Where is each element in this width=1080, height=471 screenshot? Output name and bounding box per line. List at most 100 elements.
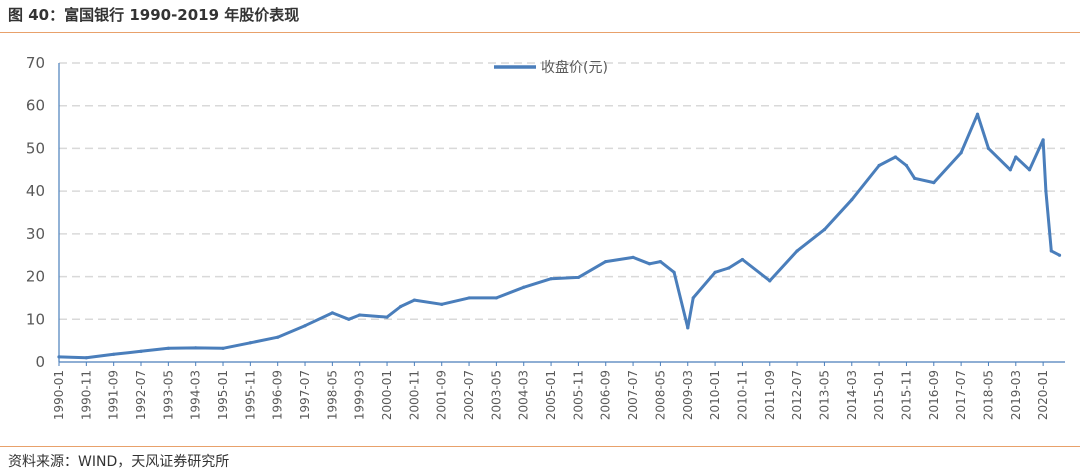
x-tick-label: 1997-07: [298, 370, 312, 420]
chart-title: 图 40：富国银行 1990-2019 年股价表现: [8, 6, 300, 24]
data-point: [576, 275, 581, 280]
y-tick-label: 0: [35, 353, 45, 371]
y-tick-label: 60: [26, 97, 45, 115]
x-tick-label: 2006-09: [599, 370, 613, 420]
y-tick-label: 30: [26, 225, 45, 243]
x-tick-label: 1995-01: [216, 370, 230, 420]
x-tick-label: 2001-09: [435, 370, 449, 420]
data-point: [713, 270, 717, 274]
x-tick-label: 2018-05: [981, 370, 995, 420]
source-note: 资料来源：WIND，天风证券研究所: [8, 454, 230, 470]
data-point: [330, 311, 334, 315]
data-point: [658, 260, 663, 264]
x-tick-label: 2008-05: [653, 370, 667, 420]
x-tick-label: 1990-01: [52, 370, 66, 420]
x-tick-label: 2002-07: [462, 370, 476, 420]
data-point: [1027, 168, 1032, 172]
x-tick-label: 2000-01: [380, 370, 394, 420]
y-axis-ticks: 0 10 20 30 40 50 60 70: [26, 54, 45, 371]
data-point: [166, 346, 170, 350]
data-point: [84, 356, 88, 360]
data-point: [647, 262, 652, 266]
x-tick-label: 2012-07: [790, 370, 804, 420]
data-point: [358, 313, 362, 317]
data-point: [822, 227, 827, 232]
data-point: [385, 315, 389, 319]
x-tick-label: 1999-03: [353, 370, 367, 420]
x-tick-label: 1993-05: [161, 370, 175, 420]
x-tick-label: 1990-11: [79, 370, 93, 420]
x-tick-label: 1994-03: [189, 370, 203, 420]
data-point: [959, 151, 963, 155]
top-rule: [0, 32, 1080, 33]
data-point: [631, 255, 635, 259]
data-point: [522, 285, 526, 289]
data-point: [727, 266, 731, 270]
y-tick-label: 20: [26, 268, 45, 286]
data-point: [975, 112, 980, 116]
data-point: [932, 181, 936, 185]
data-point: [1014, 155, 1018, 159]
legend-label: 收盘价(元): [541, 59, 608, 76]
gridlines: [59, 62, 1065, 321]
data-point: [412, 298, 416, 302]
y-tick-label: 10: [26, 310, 45, 328]
bottom-rule: [0, 446, 1080, 447]
x-tick-label: 2020-01: [1036, 370, 1050, 420]
x-tick-label: 2016-09: [927, 370, 941, 420]
data-point: [494, 296, 498, 300]
legend: 收盘价(元): [494, 59, 608, 76]
data-point: [467, 296, 471, 300]
data-point: [440, 302, 444, 306]
data-point: [221, 346, 225, 350]
x-tick-label: 1998-05: [325, 370, 339, 420]
data-point: [904, 163, 909, 168]
x-tick-label: 2015-01: [872, 370, 886, 420]
data-point: [893, 155, 898, 159]
x-tick-label: 2005-11: [571, 370, 585, 420]
x-tick-label: 2003-05: [489, 370, 503, 420]
x-tick-label: 2013-05: [817, 370, 831, 420]
x-axis-ticks: 1990-01 1990-11 1991-09 1992-07 1993-05 1994-…: [52, 362, 1050, 420]
data-point: [303, 324, 307, 328]
series-layer: [57, 112, 1062, 360]
x-tick-label: 2000-11: [407, 370, 421, 420]
x-tick-label: 2019-03: [1009, 370, 1023, 420]
y-tick-label: 70: [26, 54, 45, 72]
data-point: [1008, 168, 1012, 172]
x-tick-label: 2010-11: [735, 370, 749, 420]
data-point: [139, 349, 143, 353]
data-point: [1041, 138, 1045, 142]
data-point: [768, 279, 772, 283]
data-point: [691, 296, 695, 300]
x-tick-label: 1995-11: [243, 370, 257, 420]
data-point: [248, 341, 252, 345]
x-tick-label: 1996-09: [271, 370, 285, 420]
data-point: [399, 304, 403, 309]
data-point: [1049, 249, 1053, 253]
data-point: [913, 176, 917, 180]
data-point: [795, 249, 799, 253]
series-line: [58, 112, 1061, 360]
x-tick-label: 2009-03: [681, 370, 695, 420]
x-tick-label: 1992-07: [134, 370, 148, 420]
y-tick-label: 50: [26, 139, 45, 157]
x-tick-label: 2011-09: [763, 370, 777, 420]
data-point: [604, 260, 608, 264]
x-tick-label: 2004-03: [517, 370, 531, 420]
data-point: [276, 335, 280, 339]
x-tick-label: 2010-01: [708, 370, 722, 420]
data-point: [740, 257, 745, 262]
data-point: [549, 277, 553, 281]
x-tick-label: 2007-07: [626, 370, 640, 420]
x-tick-label: 2015-11: [899, 370, 913, 420]
x-tick-label: 2005-01: [544, 370, 558, 420]
data-point: [347, 317, 351, 321]
data-point: [877, 163, 881, 168]
data-point: [57, 355, 61, 359]
data-point: [850, 198, 854, 202]
data-point: [112, 352, 116, 356]
y-tick-label: 40: [26, 182, 45, 200]
data-point: [672, 270, 676, 274]
